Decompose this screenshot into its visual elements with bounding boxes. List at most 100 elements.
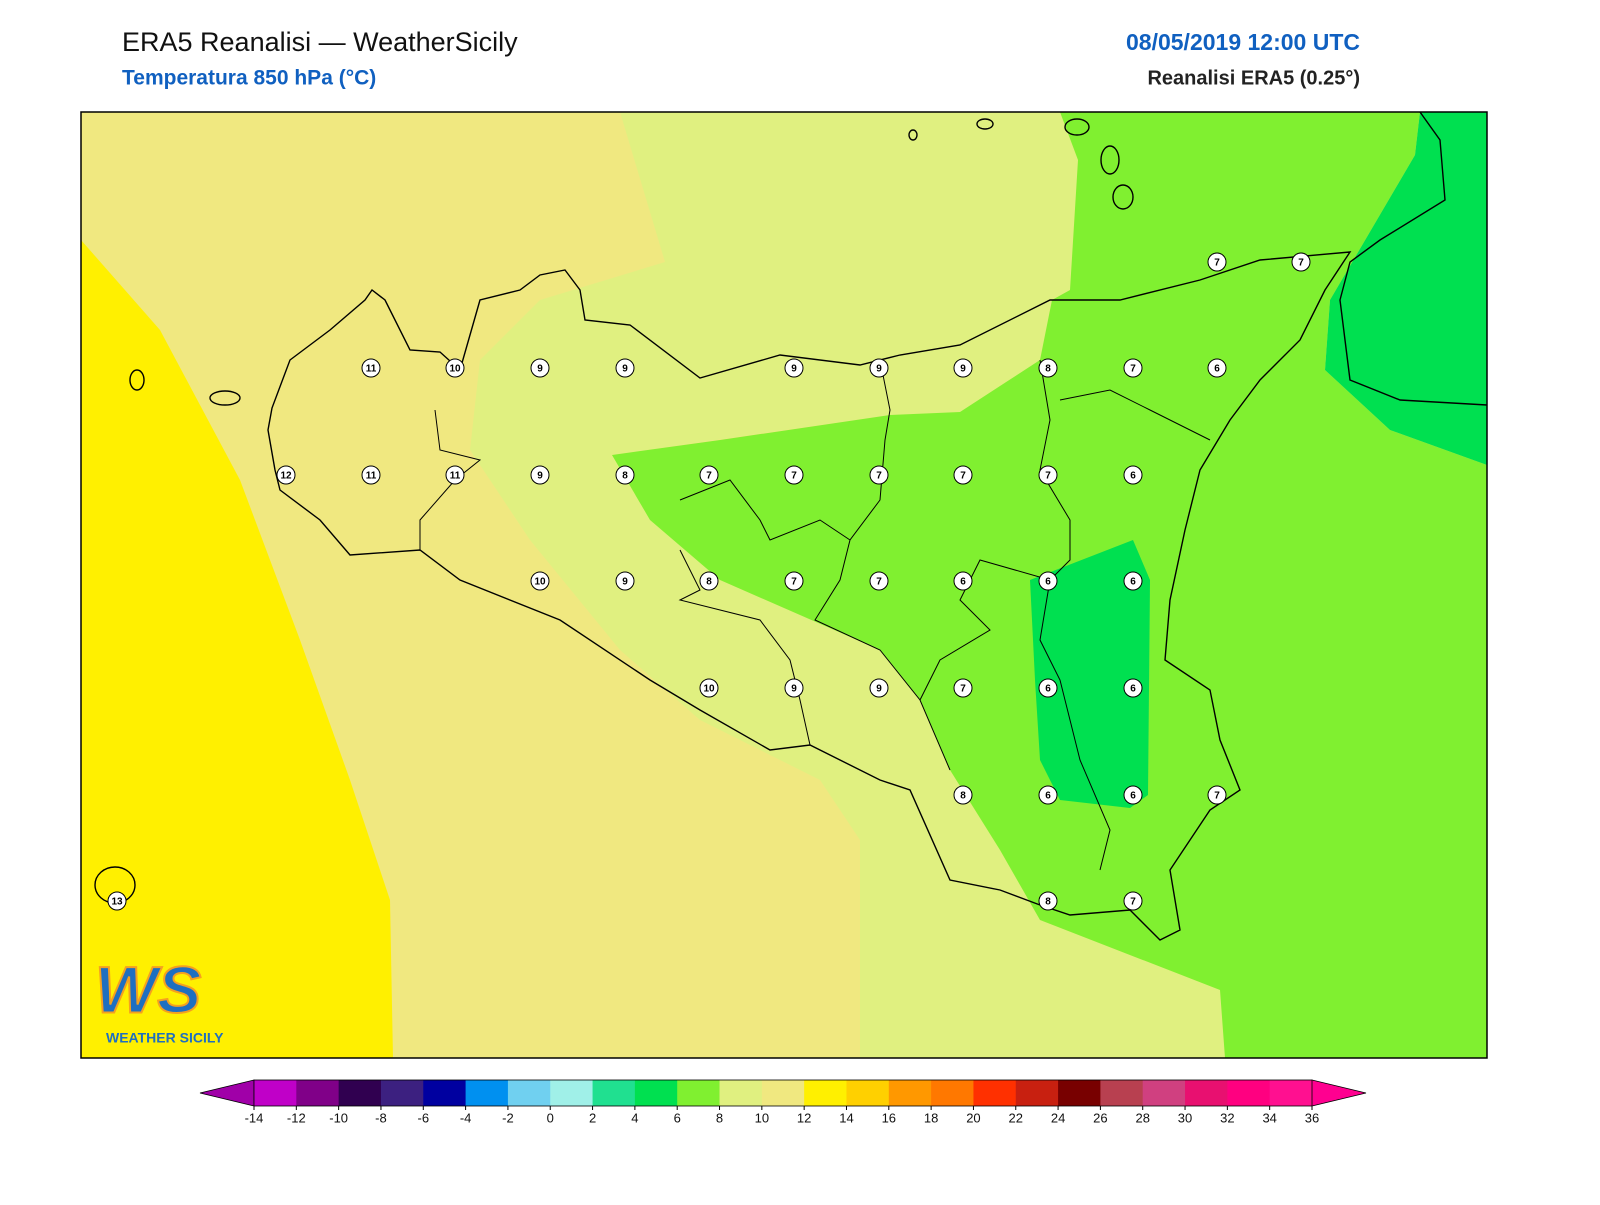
station: 8 xyxy=(1038,891,1058,911)
station-value: 8 xyxy=(960,791,966,802)
station: 8 xyxy=(953,785,973,805)
colorbar-tick-label: -6 xyxy=(417,1110,429,1125)
colorbar-swatch xyxy=(804,1080,847,1106)
title: ERA5 Reanalisi — WeatherSicily xyxy=(122,27,518,57)
station-value: 6 xyxy=(1130,791,1136,802)
subtitle: Temperatura 850 hPa (°C) xyxy=(122,67,376,90)
station-value: 9 xyxy=(876,364,882,375)
station-value: 9 xyxy=(622,364,628,375)
island xyxy=(129,369,145,391)
station-marker xyxy=(530,358,550,378)
station: 6 xyxy=(1207,358,1227,378)
station-marker xyxy=(869,465,889,485)
station: 9 xyxy=(615,358,635,378)
station-value: 11 xyxy=(450,471,461,482)
colorbar-tick-label: -14 xyxy=(245,1110,264,1125)
station-marker xyxy=(953,465,973,485)
station-marker xyxy=(1123,465,1143,485)
station: 11 xyxy=(445,465,465,485)
station-marker xyxy=(107,891,127,911)
station-value: 9 xyxy=(876,684,882,695)
station-value: 10 xyxy=(534,577,546,588)
colorbar-swatch xyxy=(1142,1080,1186,1106)
colorbar-swatch xyxy=(1015,1080,1059,1106)
station-marker xyxy=(361,465,381,485)
colorbar-tick-label: 28 xyxy=(1135,1110,1149,1125)
station: 7 xyxy=(1291,252,1311,272)
station-marker xyxy=(699,465,719,485)
colorbar-swatch xyxy=(592,1080,636,1106)
colorbar-tick-label: -2 xyxy=(502,1110,514,1125)
station-marker xyxy=(530,465,550,485)
station: 6 xyxy=(1123,678,1143,698)
station-value: 9 xyxy=(537,364,543,375)
station-value: 7 xyxy=(1130,364,1136,375)
colorbar: -14 -12 -10 -8 -6 -4 -2 0 2 4 6 8 10 12 14 16 18 20 22 24 26… xyxy=(199,1079,1367,1125)
station-value: 7 xyxy=(1130,897,1136,908)
colorbar-tick-label: 30 xyxy=(1178,1110,1192,1125)
station: 10 xyxy=(445,358,465,378)
station-value: 6 xyxy=(1045,684,1051,695)
station: 9 xyxy=(869,678,889,698)
colorbar-swatch xyxy=(1227,1080,1271,1106)
station: 9 xyxy=(615,571,635,591)
station: 9 xyxy=(530,465,550,485)
station-value: 6 xyxy=(1130,684,1136,695)
colorbar-tick-label: 2 xyxy=(589,1110,596,1125)
station-marker xyxy=(530,571,550,591)
colorbar-swatch xyxy=(254,1080,297,1106)
station-value: 9 xyxy=(960,364,966,375)
colorbar-tick-label: 22 xyxy=(1009,1110,1023,1125)
station: 7 xyxy=(953,465,973,485)
station: 10 xyxy=(530,571,550,591)
station-value: 7 xyxy=(791,577,797,588)
station: 7 xyxy=(1123,891,1143,911)
station-marker xyxy=(869,678,889,698)
temp-band xyxy=(1030,540,1150,808)
station-marker xyxy=(1123,358,1143,378)
station-marker xyxy=(1038,891,1058,911)
colorbar-tick-label: 32 xyxy=(1220,1110,1234,1125)
colorbar-swatch xyxy=(1058,1080,1101,1106)
datetime: 08/05/2019 12:00 UTC xyxy=(1126,29,1360,55)
station: 9 xyxy=(869,358,889,378)
station-marker xyxy=(869,571,889,591)
colorbar-tick-label: -12 xyxy=(287,1110,306,1125)
station-value: 6 xyxy=(1214,364,1220,375)
colorbar-tick-label: 14 xyxy=(839,1110,853,1125)
station-value: 8 xyxy=(706,577,712,588)
station-value: 8 xyxy=(1045,897,1051,908)
station-value: 7 xyxy=(876,577,882,588)
colorbar-swatch xyxy=(677,1080,721,1106)
station-marker xyxy=(784,571,804,591)
station-marker xyxy=(1038,358,1058,378)
station-marker xyxy=(276,465,296,485)
station: 7 xyxy=(784,571,804,591)
coastline xyxy=(1339,112,1487,406)
stations: 7 7 11 10 9 9 9 9 9 8 7 6 12 11 11 9 8 7 7 7 7 7 6 10 9 8 7 7 6 6 6 10 9… xyxy=(107,252,1311,911)
station-marker xyxy=(953,358,973,378)
colorbar-tick-label: 10 xyxy=(755,1110,769,1125)
station: 6 xyxy=(1123,785,1143,805)
station: 7 xyxy=(784,465,804,485)
station: 7 xyxy=(1207,785,1227,805)
colorbar-swatch xyxy=(296,1080,340,1106)
colorbar-swatch xyxy=(423,1080,467,1106)
colorbar-swatch xyxy=(931,1080,974,1106)
station-marker xyxy=(699,571,719,591)
station-value: 6 xyxy=(1130,471,1136,482)
station-marker xyxy=(1207,252,1227,272)
station-value: 6 xyxy=(960,577,966,588)
station-value: 7 xyxy=(876,471,882,482)
island xyxy=(1100,145,1120,175)
station-marker xyxy=(953,571,973,591)
station: 6 xyxy=(1038,678,1058,698)
colorbar-swatch xyxy=(1100,1080,1144,1106)
colorbar-swatch xyxy=(973,1080,1017,1106)
colorbar-swatch xyxy=(846,1080,890,1106)
station-marker xyxy=(784,465,804,485)
station-marker xyxy=(1123,571,1143,591)
temp-band xyxy=(81,240,393,1058)
